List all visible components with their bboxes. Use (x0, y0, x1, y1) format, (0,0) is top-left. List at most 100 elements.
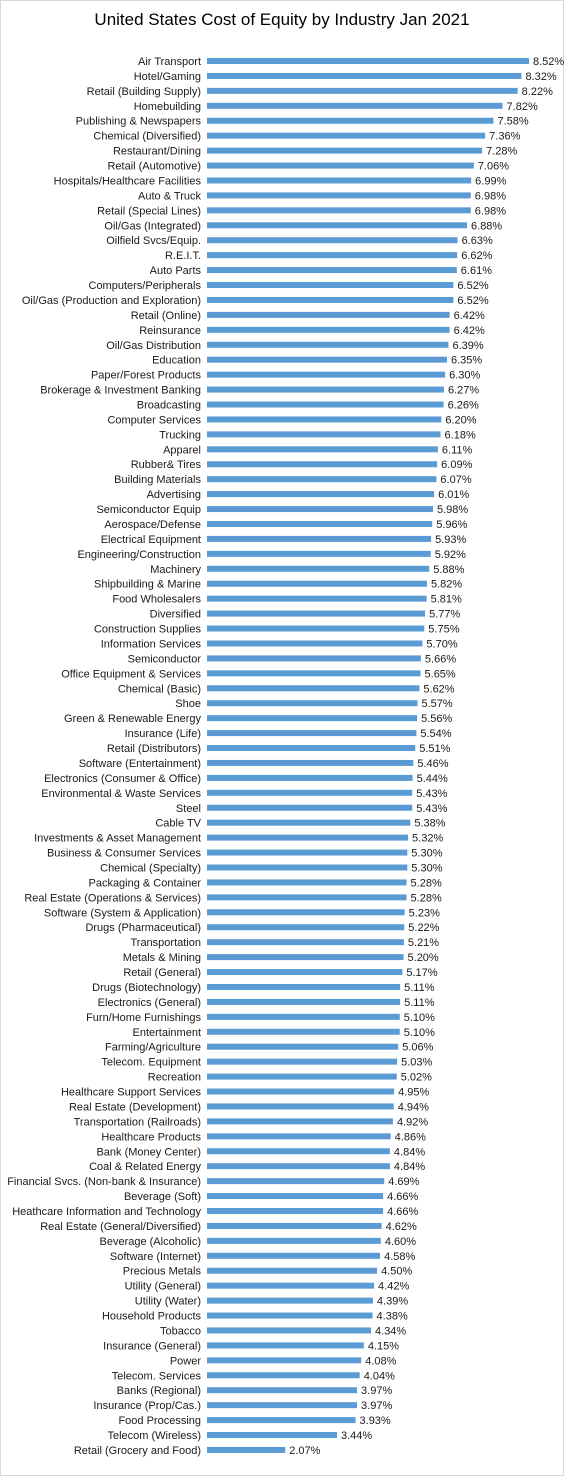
bar (207, 147, 483, 154)
data-label: 4.62% (386, 1221, 417, 1233)
data-label: 4.66% (387, 1206, 418, 1218)
category-label: Real Estate (Development) (69, 1101, 201, 1113)
data-label: 5.30% (411, 862, 442, 874)
bar (207, 715, 418, 722)
bar (207, 1028, 400, 1035)
category-label: Computers/Peripherals (89, 280, 202, 292)
category-label: Advertising (147, 489, 201, 501)
category-label: Financial Svcs. (Non-bank & Insurance) (7, 1176, 201, 1188)
data-label: 2.07% (289, 1445, 320, 1457)
bar (207, 1297, 373, 1304)
bar (207, 1357, 362, 1364)
bar (207, 192, 471, 199)
bar (207, 789, 413, 796)
bar (207, 834, 409, 841)
category-label: Information Services (101, 638, 202, 650)
category-label: Retail (Online) (131, 310, 201, 322)
bar (207, 879, 407, 886)
data-label: 5.70% (426, 638, 457, 650)
category-label: Building Materials (114, 474, 201, 486)
category-label: Software (Entertainment) (79, 758, 201, 770)
data-label: 7.58% (497, 116, 528, 128)
category-label: Brokerage & Investment Banking (40, 385, 201, 397)
bar (207, 774, 413, 781)
bar (207, 804, 413, 811)
bar (207, 371, 446, 378)
category-label: Power (170, 1355, 202, 1367)
category-label: Oil/Gas (Integrated) (104, 220, 201, 232)
bar (207, 1058, 398, 1065)
category-label: Food Processing (118, 1415, 201, 1427)
data-label: 5.46% (417, 758, 448, 770)
data-label: 4.60% (385, 1236, 416, 1248)
bar (207, 401, 444, 408)
data-label: 5.54% (420, 728, 451, 740)
category-label: Business & Consumer Services (47, 848, 202, 860)
data-label: 5.81% (431, 594, 462, 606)
category-label: Recreation (148, 1072, 201, 1084)
bar (207, 700, 418, 707)
category-label: Tobacco (160, 1325, 201, 1337)
bar (207, 1207, 384, 1214)
category-label: Coal & Related Energy (89, 1161, 201, 1173)
bar (207, 580, 427, 587)
bar (207, 207, 471, 214)
data-label: 6.63% (462, 235, 493, 247)
bar (207, 431, 441, 438)
data-label: 7.82% (507, 101, 538, 113)
category-label: Precious Metals (123, 1266, 202, 1278)
bar (207, 1133, 391, 1140)
bar (207, 1178, 385, 1185)
bar (207, 356, 447, 363)
data-label: 5.77% (429, 609, 460, 621)
data-label: 6.20% (445, 414, 476, 426)
bar (207, 1148, 390, 1155)
data-label: 6.42% (454, 310, 485, 322)
data-label: 5.66% (425, 653, 456, 665)
bar (207, 1372, 360, 1379)
category-label: Education (152, 355, 201, 367)
data-label: 6.52% (457, 295, 488, 307)
data-label: 5.10% (404, 1012, 435, 1024)
data-label: 4.34% (375, 1325, 406, 1337)
category-label: Software (System & Application) (44, 907, 201, 919)
data-label: 4.84% (394, 1161, 425, 1173)
data-label: 8.52% (533, 56, 564, 68)
bar (207, 969, 403, 976)
bar (207, 132, 486, 139)
data-label: 6.11% (442, 444, 473, 456)
bar (207, 1387, 358, 1394)
data-label: 4.08% (365, 1355, 396, 1367)
data-label: 5.56% (421, 713, 452, 725)
data-label: 4.42% (378, 1281, 409, 1293)
bar (207, 1327, 372, 1334)
bar (207, 909, 405, 916)
data-label: 5.96% (436, 519, 467, 531)
data-label: 6.61% (461, 265, 492, 277)
data-label: 5.51% (419, 743, 450, 755)
data-label: 5.43% (416, 803, 447, 815)
category-label: Healthcare Support Services (61, 1087, 202, 1099)
data-label: 6.18% (445, 429, 476, 441)
category-label: R.E.I.T. (165, 250, 201, 262)
category-label: Heathcare Information and Technology (12, 1206, 201, 1218)
data-label: 5.62% (423, 683, 454, 695)
bar (207, 849, 408, 856)
category-label: Insurance (Life) (125, 728, 201, 740)
bar (207, 1222, 382, 1229)
category-label: Shipbuilding & Marine (94, 579, 201, 591)
bar (207, 1103, 394, 1110)
category-label: Electronics (General) (98, 997, 201, 1009)
category-label: Shoe (175, 698, 201, 710)
category-label: Transportation (130, 937, 201, 949)
category-label: Cable TV (155, 818, 201, 830)
category-label: Rubber& Tires (131, 459, 202, 471)
data-label: 5.30% (411, 848, 442, 860)
bar (207, 341, 449, 348)
bar (207, 117, 494, 124)
data-label: 5.22% (408, 922, 439, 934)
category-label: Engineering/Construction (77, 549, 201, 561)
bar (207, 685, 420, 692)
data-label: 4.58% (384, 1251, 415, 1263)
